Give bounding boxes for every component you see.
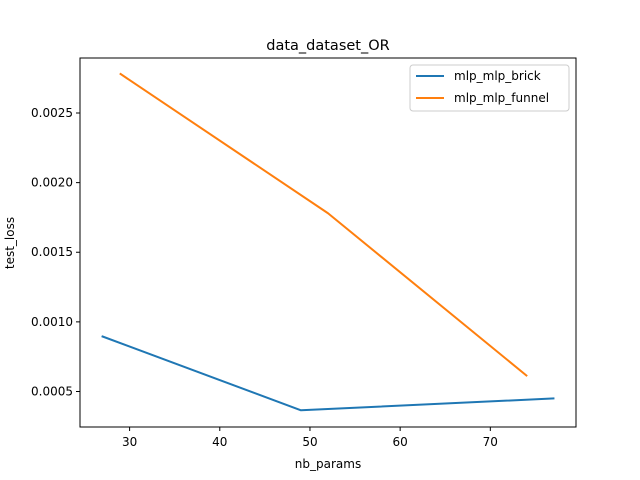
legend: mlp_mlp_brick mlp_mlp_funnel — [409, 64, 570, 112]
x-axis: 30 40 50 60 70 — [122, 427, 498, 449]
x-tick-label: 40 — [212, 435, 227, 449]
y-tick-label: 0.0005 — [31, 384, 73, 398]
y-tick-label: 0.0025 — [31, 106, 73, 120]
series-line-mlp-mlp-brick — [101, 335, 555, 412]
x-tick-label: 60 — [393, 435, 408, 449]
x-axis-label: nb_params — [295, 457, 361, 471]
x-tick-label: 30 — [122, 435, 137, 449]
chart-title: data_dataset_OR — [266, 38, 389, 54]
legend-label-funnel: mlp_mlp_funnel — [454, 91, 549, 105]
legend-label-brick: mlp_mlp_brick — [454, 69, 541, 83]
series-layer — [101, 72, 555, 412]
x-tick-label: 50 — [302, 435, 317, 449]
x-tick-label: 70 — [483, 435, 498, 449]
series-line-mlp-mlp-funnel — [119, 72, 528, 377]
y-axis-label: test_loss — [3, 217, 17, 269]
y-axis: 0.0005 0.0010 0.0015 0.0020 0.0025 — [31, 106, 80, 398]
y-tick-label: 0.0020 — [31, 176, 73, 190]
plot-frame — [79, 57, 577, 428]
y-tick-label: 0.0015 — [31, 245, 73, 259]
y-tick-label: 0.0010 — [31, 315, 73, 329]
legend-box — [409, 64, 570, 112]
